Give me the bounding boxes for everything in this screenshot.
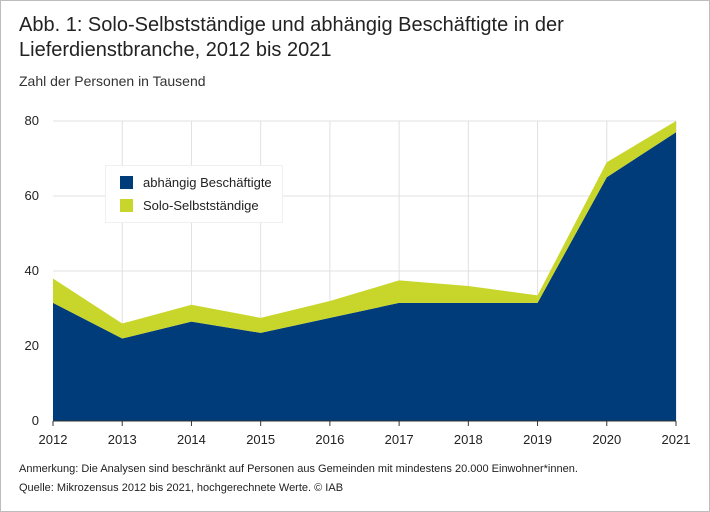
data-areas: [53, 121, 676, 421]
legend-swatch-solo: [120, 199, 133, 212]
legend-label-solo: Solo-Selbstständige: [143, 198, 259, 213]
area-series-1: [53, 121, 676, 339]
area-series-0: [53, 132, 676, 421]
chart-legend: abhängig Beschäftigte Solo-Selbstständig…: [106, 166, 282, 222]
x-tick-label: 2013: [108, 432, 137, 447]
x-tick-label: 2016: [315, 432, 344, 447]
x-tick-label: 2019: [523, 432, 552, 447]
x-tick-label: 2014: [177, 432, 206, 447]
tick-labels: 0 20 40 60 80 2012 2013 2014 2015 2016 2017 2018 201…: [25, 113, 691, 447]
remark-note: Anmerkung: Die Analysen sind beschränkt …: [19, 463, 578, 475]
y-tick-label: 0: [32, 413, 39, 428]
source-note: Quelle: Mikrozensus 2012 bis 2021, hochg…: [19, 482, 344, 494]
x-tick-label: 2015: [246, 432, 275, 447]
x-tick-label: 2012: [39, 432, 68, 447]
legend-label-abhaengig: abhängig Beschäftigte: [143, 175, 272, 190]
y-tick-label: 40: [25, 263, 39, 278]
legend-item-solo: Solo-Selbstständige: [120, 198, 259, 213]
y-tick-label: 60: [25, 188, 39, 203]
chart-title: Abb. 1: Solo-Selbstständige und abhängig…: [19, 14, 564, 61]
x-tick-label: 2018: [454, 432, 483, 447]
legend-swatch-abhaengig: [120, 176, 133, 189]
axes: [52, 420, 677, 426]
y-tick-label: 20: [25, 338, 39, 353]
x-tick-label: 2017: [385, 432, 414, 447]
y-tick-label: 80: [25, 113, 39, 128]
chart-subtitle: Zahl der Personen in Tausend: [19, 73, 206, 89]
x-tick-label: 2021: [662, 432, 691, 447]
x-tick-label: 2020: [592, 432, 621, 447]
legend-item-abhaengig: abhängig Beschäftigte: [120, 175, 272, 190]
